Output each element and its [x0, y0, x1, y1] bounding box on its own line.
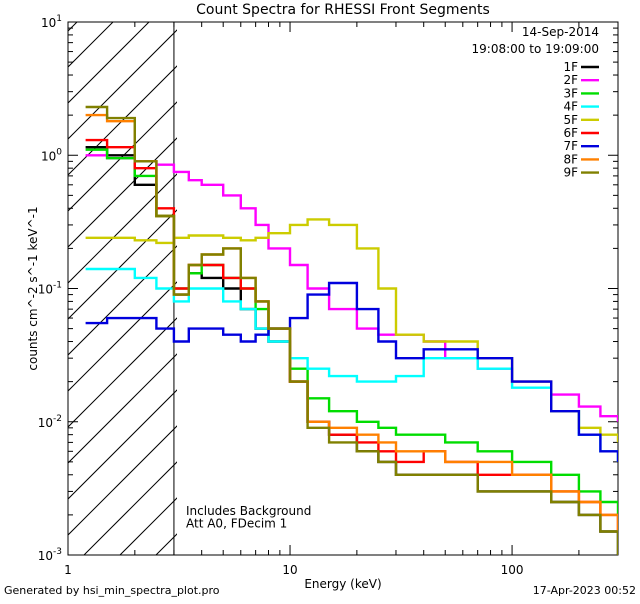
y-tick-label-exponent: -3	[53, 547, 62, 557]
hatch-line	[68, 425, 177, 536]
legend-label-9F: 9F	[563, 166, 578, 180]
annotation-text: Includes Background	[186, 504, 311, 518]
legend-label-1F: 1F	[563, 60, 578, 74]
y-tick-label: 100	[41, 147, 62, 163]
chart-title: Count Spectra for RHESSI Front Segments	[196, 2, 490, 18]
y-tick-label-exponent: 1	[56, 14, 62, 24]
y-tick-label-base: 10	[38, 549, 53, 563]
series-line-6F	[85, 138, 618, 532]
series-line-7F	[85, 281, 618, 462]
legend-label-2F: 2F	[563, 73, 578, 87]
hatch-line	[119, 497, 177, 555]
legend-label-6F: 6F	[563, 126, 578, 140]
hatch-line	[68, 29, 177, 140]
hatch-line	[68, 173, 177, 284]
y-tick-label: 10-2	[38, 414, 62, 430]
y-tick-label: 10-1	[38, 281, 62, 297]
hatch-line	[83, 461, 177, 555]
legend-label-8F: 8F	[563, 152, 578, 166]
hatched-region	[68, 0, 640, 555]
legend-label-4F: 4F	[563, 100, 578, 114]
series-line-4F	[85, 267, 618, 462]
hatch-line	[68, 209, 177, 320]
series-line-9F	[85, 105, 618, 555]
hatch-line	[68, 22, 150, 104]
y-tick-label-base: 10	[38, 283, 53, 297]
generated-by-label: Generated by hsi_min_spectra_plot.pro	[4, 584, 220, 597]
y-axis-label: counts cm^-2 s^-1 keV^-1	[26, 206, 40, 370]
legend-label-3F: 3F	[563, 86, 578, 100]
x-tick-label: 100	[501, 563, 524, 577]
hatch-line	[68, 389, 177, 500]
series-group	[85, 105, 618, 555]
legend-label-7F: 7F	[563, 139, 578, 153]
y-tick-label-exponent: -2	[53, 414, 62, 424]
x-axis-label: Energy (keV)	[304, 577, 381, 591]
hatch-line	[68, 65, 177, 176]
hatch-line	[68, 22, 114, 68]
annotation-text: Att A0, FDecim 1	[186, 517, 287, 531]
legend-time-range: 19:08:00 to 19:09:00	[472, 42, 599, 56]
hatch-line	[68, 245, 177, 356]
y-tick-label-exponent: 0	[56, 147, 62, 157]
x-tick-label: 1	[64, 563, 72, 577]
y-tick-label-base: 10	[38, 416, 53, 430]
y-tick-label: 101	[41, 14, 62, 30]
timestamp-label: 17-Apr-2023 00:52	[532, 584, 636, 597]
legend-label-5F: 5F	[563, 113, 578, 127]
x-tick-label: 10	[282, 563, 297, 577]
legend-date: 14-Sep-2014	[522, 25, 599, 39]
y-tick-label: 10-3	[38, 547, 62, 563]
y-tick-label-base: 10	[41, 149, 56, 163]
y-tick-label-base: 10	[41, 16, 56, 30]
series-line-5F	[85, 218, 618, 443]
series-line-8F	[85, 113, 618, 532]
hatch-line	[68, 353, 177, 464]
hatch-line	[228, 0, 640, 555]
y-tick-label-exponent: -1	[53, 281, 62, 291]
series-line-3F	[85, 148, 618, 515]
